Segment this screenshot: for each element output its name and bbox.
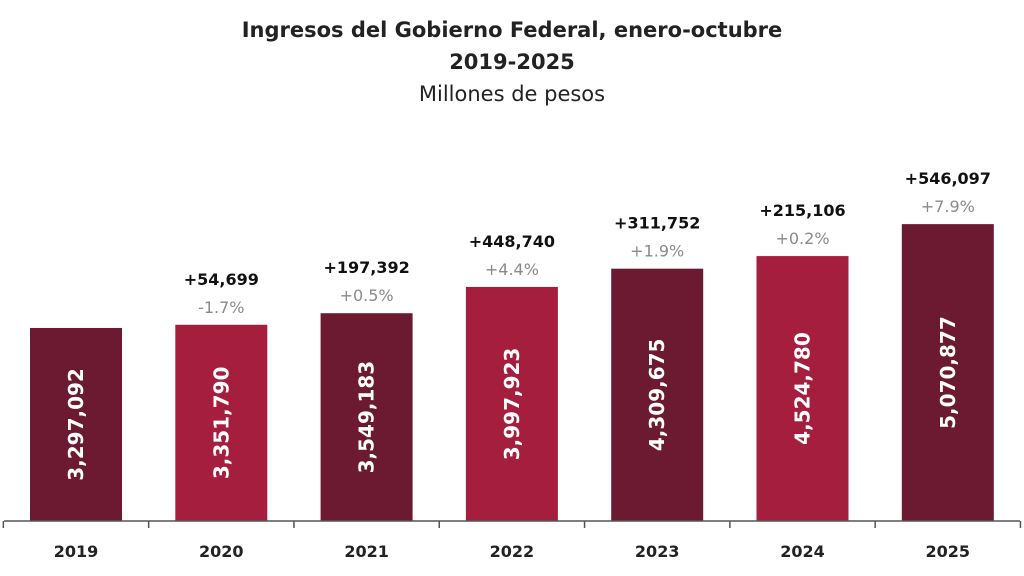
bar-value-label: 4,309,675: [645, 339, 669, 452]
bar-value-label: 3,351,790: [209, 367, 233, 480]
unit-label: Millones de pesos: [418, 82, 606, 106]
change-label: +448,740: [469, 232, 555, 251]
bar: [611, 268, 704, 521]
bar: [901, 224, 994, 521]
pct-change-label: +4.4%: [485, 260, 539, 279]
bar-value-label: 3,549,183: [355, 361, 379, 474]
x-tick-label: 2021: [344, 542, 389, 561]
bar: [30, 327, 122, 521]
change-label: +546,097: [905, 169, 991, 188]
pct-change-label: +0.2%: [775, 229, 829, 248]
bar: [320, 313, 413, 521]
x-tick-label: 2025: [926, 542, 971, 561]
chart-subtitle: 2019-2025: [449, 50, 575, 74]
pct-change-label: +1.9%: [630, 242, 684, 261]
change-label: +215,106: [759, 201, 845, 220]
x-tick-label: 2024: [780, 542, 825, 561]
change-label: +197,392: [323, 258, 409, 277]
change-label: +54,699: [184, 270, 259, 289]
bar-value-label: 4,524,780: [791, 332, 815, 445]
x-tick-label: 2019: [54, 542, 99, 561]
chart-title: Ingresos del Gobierno Federal, enero-oct…: [241, 18, 783, 42]
pct-change-label: +7.9%: [921, 197, 975, 216]
pct-change-label: -1.7%: [198, 298, 244, 317]
bar: [175, 324, 268, 521]
x-tick-label: 2023: [635, 542, 680, 561]
bar: [465, 286, 558, 521]
x-tick-label: 2022: [490, 542, 535, 561]
x-tick-label: 2020: [199, 542, 244, 561]
change-label: +311,752: [614, 214, 700, 233]
bar-value-label: 3,997,923: [500, 348, 524, 461]
bar-value-label: 5,070,877: [936, 316, 960, 429]
bar-value-label: 3,297,092: [64, 368, 88, 481]
pct-change-label: +0.5%: [340, 286, 394, 305]
bar: [756, 256, 849, 521]
